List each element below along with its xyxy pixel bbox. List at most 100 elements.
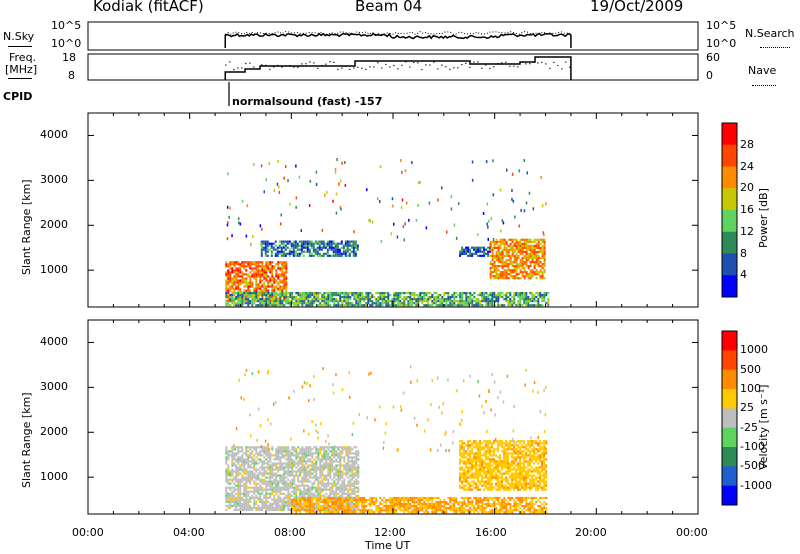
heatmap-cell [322,246,325,249]
heatmap-cell [295,302,298,305]
heatmap-cell [267,265,270,268]
heatmap-cell [255,460,258,463]
heatmap-cell [519,300,522,303]
heatmap-cell [343,486,346,489]
heatmap-cell [277,470,280,473]
heatmap-cell [247,492,250,495]
heatmap-cell [241,263,244,266]
heatmap-cell [310,254,313,257]
heatmap-cell [309,509,312,512]
nave-dot [281,66,283,68]
heatmap-cell [309,488,312,491]
heatmap-cell [533,267,536,270]
heatmap-cell [313,294,316,297]
heatmap-cell [541,238,543,242]
heatmap-cell [501,258,504,262]
heatmap-cell [347,296,350,299]
heatmap-cell [315,464,318,467]
heatmap-cell [335,458,338,461]
heatmap-cell [299,292,302,295]
heatmap-cell [295,466,298,469]
heatmap-cell [411,302,414,305]
heatmap-cell [353,292,356,295]
heatmap-cell [241,446,244,449]
heatmap-cell [347,452,350,455]
heatmap-cell [339,470,342,473]
heatmap-cell [353,466,356,469]
heatmap-cell [487,237,489,241]
heatmap-cell [253,504,256,507]
heatmap-cell [285,275,288,278]
heatmap-cell [307,446,310,449]
heatmap-cell [271,498,274,501]
heatmap-cell [267,269,270,272]
heatmap-cell [381,503,384,506]
heatmap-cell [243,267,246,270]
heatmap-cell [465,488,468,491]
heatmap-cell [289,496,292,499]
heatmap-cell [463,484,466,487]
heatmap-cell [249,265,252,268]
heatmap-cell [319,496,322,500]
heatmap-cell [333,454,336,457]
heatmap-cell [395,501,398,504]
heatmap-cell [433,296,436,299]
heatmap-cell [313,466,316,469]
heatmap-cell [295,296,298,299]
heatmap-cell [463,480,466,483]
heatmap-cell [255,265,258,268]
heatmap-cell [349,488,352,491]
heatmap-cell [269,296,272,299]
heatmap-cell [543,507,546,510]
heatmap-cell [325,484,328,487]
heatmap-cell [339,486,342,489]
heatmap-cell [309,300,312,303]
heatmap-cell [455,511,458,514]
heatmap-cell [501,254,504,258]
heatmap-cell [235,302,238,305]
heatmap-cell [441,501,444,504]
heatmap-cell [277,452,280,455]
heatmap-cell [237,460,240,463]
heatmap-cell [297,501,300,504]
heatmap-cell [235,492,238,495]
heatmap-cell [387,505,390,508]
heatmap-cell [281,446,284,449]
heatmap-cell [397,496,400,500]
heatmap-cell [317,468,320,471]
heatmap-cell [385,292,388,295]
heatmap-cell [308,242,311,245]
heatmap-cell [265,446,268,449]
heatmap-cell [529,496,532,500]
heatmap-cell [347,499,350,502]
heatmap-cell [307,509,310,512]
heatmap-cell [463,503,466,506]
heatmap-cell [277,275,280,278]
heatmap-cell [467,292,470,295]
heatmap-cell [529,265,532,268]
heatmap-cell [481,448,484,451]
heatmap-cell [425,294,428,297]
heatmap-cell [425,292,428,295]
heatmap-cell [313,462,316,465]
heatmap-cell [263,302,266,305]
heatmap-cell [471,302,474,305]
heatmap-cell [487,246,490,249]
heatmap-cell [311,509,314,512]
heatmap-cell [235,474,238,477]
heatmap-cell [313,496,316,500]
heatmap-cell [467,472,470,475]
colorbar-tick: -1000 [740,478,772,492]
heatmap-cell [275,484,278,487]
heatmap-cell [275,454,278,457]
heatmap-cell [327,292,330,295]
heatmap-cell [293,450,296,453]
heatmap-cell [421,507,424,510]
heatmap-cell [245,299,248,302]
heatmap-cell [511,172,514,176]
heatmap-cell [497,300,500,303]
heatmap-cell [266,254,269,257]
heatmap-cell [275,263,278,266]
heatmap-cell [275,450,278,453]
heatmap-cell [515,501,518,504]
